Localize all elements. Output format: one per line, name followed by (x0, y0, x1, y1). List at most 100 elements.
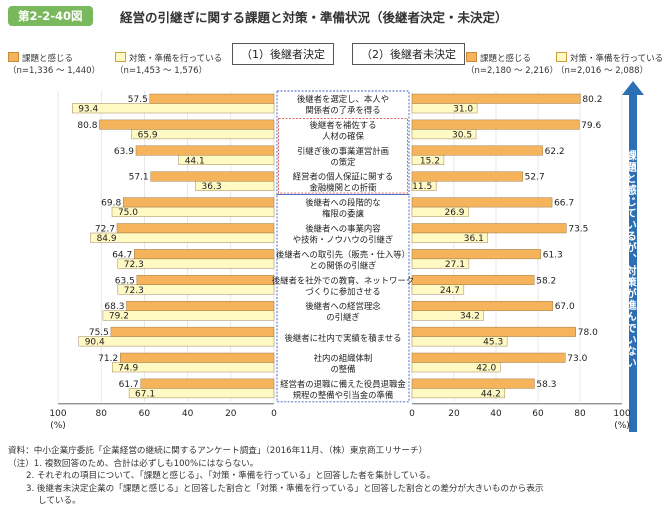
bar-undecided-issue (411, 223, 567, 234)
category-label: 後継者への経営理念 (305, 301, 381, 311)
value-label-decided-issue: 61.7 (119, 380, 139, 390)
note-3-continued: している。 (38, 496, 81, 506)
value-label-decided-measure: 44.1 (185, 156, 205, 166)
value-label-undecided-issue: 80.2 (582, 95, 602, 105)
category-label: 権限の委譲 (322, 209, 364, 219)
bar-undecided-issue (411, 301, 553, 311)
value-label-undecided-measure: 27.1 (445, 260, 465, 270)
value-label-undecided-issue: 67.0 (555, 302, 575, 312)
bar-decided-issue (134, 249, 275, 260)
value-label-undecided-measure: 36.1 (464, 234, 484, 244)
bar-undecided-issue (411, 352, 566, 363)
bar-undecided-measure (411, 129, 477, 140)
value-label-undecided-issue: 79.6 (581, 121, 601, 131)
bar-decided-measure (178, 155, 275, 166)
bar-undecided-issue (411, 378, 535, 389)
bar-undecided-issue (411, 197, 553, 208)
legend-label: 課題と感じる (480, 54, 532, 64)
bar-decided-measure (102, 310, 275, 321)
legend-left-issue: 課題と感じる （n=1,336 ～ 1,440） (8, 52, 100, 77)
category-label: 後継者に社内で実績を積ませる (285, 333, 402, 343)
category-label: や技術・ノウハウの引継ぎ (293, 234, 394, 244)
value-label-undecided-issue: 73.5 (568, 225, 588, 235)
axis-unit-left: (%) (50, 421, 66, 431)
bar-decided-measure (72, 103, 275, 114)
bar-undecided-issue (411, 171, 523, 182)
legend-n: （n=2,180 ～ 2,216） (466, 66, 559, 76)
value-label-decided-issue: 68.3 (104, 302, 124, 312)
category-label: の整備 (330, 364, 355, 374)
value-label-decided-measure: 67.1 (135, 389, 155, 399)
category-label: づくりに参加させる (305, 286, 380, 296)
category-label: との関係の引継ぎ (310, 260, 377, 270)
value-label-decided-issue: 63.9 (114, 147, 134, 157)
category-group-border (276, 90, 410, 196)
note-source: 資料：中小企業庁委託「企業経営の継続に関するアンケート調査」（2016年11月、… (8, 446, 428, 456)
value-label-decided-measure: 74.9 (118, 364, 138, 374)
value-label-decided-measure: 75.0 (118, 208, 138, 218)
bar-undecided-measure (411, 362, 501, 373)
value-label-undecided-measure: 15.2 (420, 156, 440, 166)
bar-undecided-measure (411, 232, 489, 243)
category-label: の策定 (330, 157, 356, 167)
value-label-decided-measure: 79.2 (109, 312, 129, 322)
value-label-undecided-issue: 73.0 (567, 354, 587, 364)
note-3: 3. 後継者未決定企業の「課題と感じる」と回答した割合と「対策・準備を行っている… (26, 483, 544, 494)
legend-n: （n=2,016 ～ 2,088） (556, 66, 649, 76)
bar-undecided-issue (411, 275, 535, 285)
bar-decided-issue (150, 171, 275, 182)
bar-decided-measure (117, 258, 275, 269)
value-label-undecided-issue: 61.3 (543, 250, 563, 260)
figure-header: 第2-2-40図 経営の引継ぎに関する課題と対策・準備状況（後継者決定・未決定） (0, 0, 669, 30)
value-label-undecided-issue: 78.0 (578, 328, 598, 338)
category-group-border (276, 194, 410, 403)
bar-decided-measure (78, 336, 275, 347)
legend-label: 対策・準備を行っている (570, 54, 664, 64)
tick-label-right: 0 (409, 409, 415, 419)
value-label-undecided-measure: 31.0 (453, 105, 473, 115)
value-label-decided-issue: 64.7 (112, 250, 132, 260)
bar-decided-measure (131, 129, 275, 140)
category-label: 規程の整備や引当金の準備 (293, 390, 394, 400)
value-label-decided-measure: 84.9 (97, 234, 117, 244)
category-label: 経営者の退職に備えた役員退職金 (280, 379, 406, 389)
bar-decided-measure (111, 206, 275, 217)
category-label: 金融機関との折衝 (310, 183, 378, 193)
figure-number-badge: 第2-2-40図 (8, 6, 93, 26)
value-label-decided-issue: 72.7 (95, 225, 115, 235)
value-label-undecided-issue: 66.7 (554, 199, 574, 209)
bar-undecided-measure (411, 310, 485, 321)
value-label-decided-measure: 72.3 (124, 260, 144, 270)
bar-decided-issue (149, 93, 275, 104)
bar-undecided-measure (411, 155, 445, 166)
value-label-decided-issue: 80.8 (77, 121, 97, 131)
legend-label: 課題と感じる (22, 54, 74, 64)
bar-undecided-measure (411, 103, 478, 114)
value-label-undecided-issue: 52.7 (525, 173, 545, 183)
value-label-undecided-issue: 62.2 (545, 147, 565, 157)
value-label-decided-issue: 75.5 (89, 328, 109, 338)
category-group-border (278, 117, 408, 194)
value-label-decided-issue: 63.5 (115, 276, 135, 286)
increase-arrow (622, 81, 644, 432)
value-label-undecided-measure: 45.3 (483, 338, 503, 348)
bar-decided-issue (99, 119, 275, 130)
bar-undecided-issue (411, 326, 577, 337)
bar-decided-measure (90, 232, 275, 243)
axis-unit-right: (%) (614, 421, 630, 431)
value-label-decided-measure: 36.3 (202, 182, 222, 192)
bar-decided-issue (136, 275, 275, 285)
bar-decided-issue (140, 378, 275, 389)
bar-decided-issue (135, 145, 275, 156)
tick-label-left: 60 (139, 409, 151, 419)
category-label: 関係者の了承を得る (305, 105, 380, 115)
value-label-decided-measure: 72.3 (124, 286, 144, 296)
tick-label-left: 0 (271, 409, 277, 419)
category-label: 後継者への段階的な (305, 198, 380, 208)
legend-label: 対策・準備を行っている (129, 54, 223, 64)
bar-decided-issue (120, 352, 275, 363)
category-label: 後継者を補佐する (310, 120, 377, 130)
arrow-label: 課題と感じているが、対策が進んでいない (625, 150, 637, 369)
bar-undecided-measure (411, 206, 469, 217)
